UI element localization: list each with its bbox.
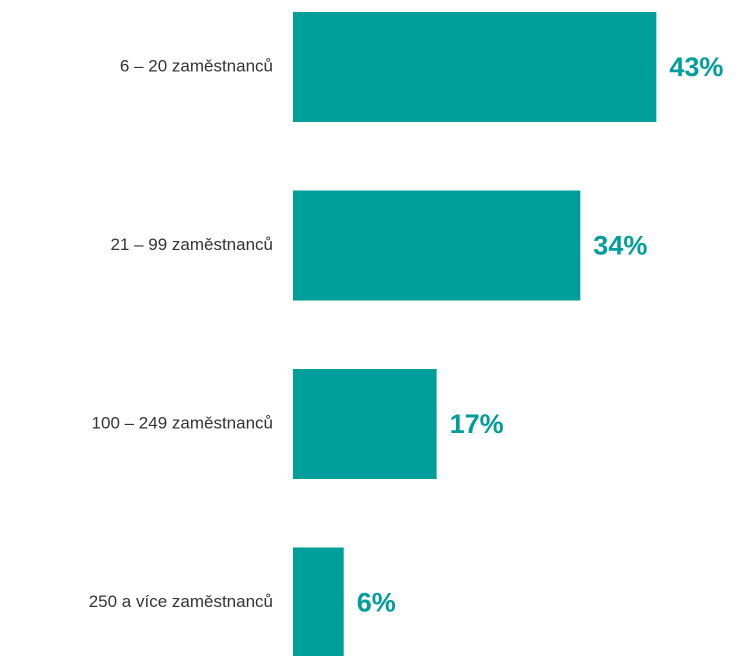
value-label: 43% <box>669 52 723 82</box>
category-label: 21 – 99 zaměstnanců <box>110 235 273 254</box>
bar <box>293 369 437 479</box>
bar <box>293 547 344 656</box>
category-label: 250 a více zaměstnanců <box>89 592 273 611</box>
category-label: 6 – 20 zaměstnanců <box>120 56 273 75</box>
value-label: 34% <box>593 231 647 261</box>
value-label: 6% <box>357 588 396 618</box>
value-label: 17% <box>450 409 504 439</box>
bar <box>293 12 657 122</box>
bar <box>293 190 581 301</box>
category-label: 100 – 249 zaměstnanců <box>92 413 273 432</box>
